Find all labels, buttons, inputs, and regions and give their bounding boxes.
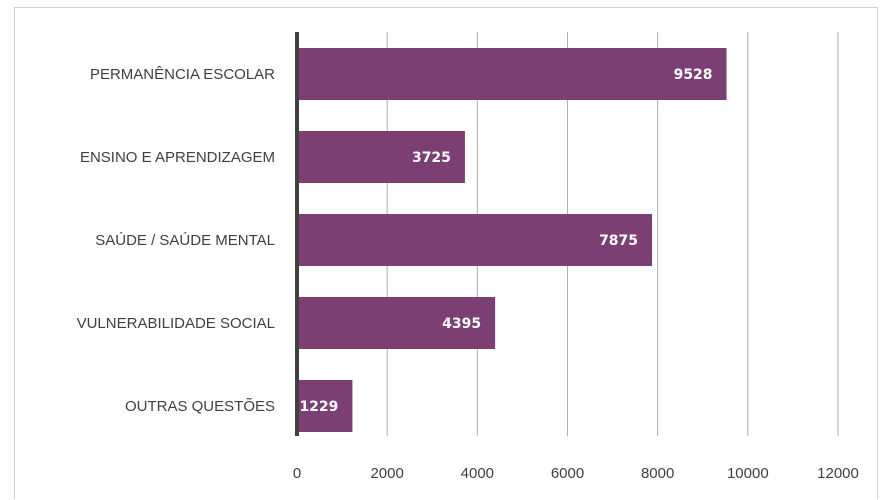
horizontal-bar-chart: 0 2000 4000 6000 8000 10000 12000 9528 PERMANÊNC… <box>77 32 859 482</box>
category-label: OUTRAS QUESTÕES <box>125 398 275 415</box>
x-tick-label: 6000 <box>551 465 584 482</box>
bars <box>297 48 727 432</box>
bar-data-label: 9528 <box>674 67 713 83</box>
category-label: VULNERABILIDADE SOCIAL <box>77 315 275 332</box>
bar-0 <box>297 48 727 100</box>
category-label: SAÚDE / SAÚDE MENTAL <box>95 232 275 249</box>
bar-data-label: 7875 <box>599 233 638 249</box>
chart-frame: 0 2000 4000 6000 8000 10000 12000 9528 PERMANÊNC… <box>14 7 878 499</box>
bar-data-label: 4395 <box>442 316 481 332</box>
x-tick-label: 0 <box>293 465 301 482</box>
x-tick-label: 2000 <box>370 465 403 482</box>
bar-4 <box>297 380 353 432</box>
bar-data-label: 3725 <box>412 150 451 166</box>
x-tick-label: 10000 <box>727 465 769 482</box>
category-label: ENSINO E APRENDIZAGEM <box>80 149 275 166</box>
bar-2 <box>297 214 653 266</box>
bar-data-label: 1229 <box>299 399 338 415</box>
category-label: PERMANÊNCIA ESCOLAR <box>90 66 275 83</box>
bar-3 <box>297 297 496 349</box>
bar-1 <box>297 131 465 183</box>
labels: 0 2000 4000 6000 8000 10000 12000 9528 PERMANÊNC… <box>77 66 859 482</box>
x-tick-label: 12000 <box>817 465 859 482</box>
x-tick-label: 8000 <box>641 465 674 482</box>
x-tick-label: 4000 <box>461 465 494 482</box>
